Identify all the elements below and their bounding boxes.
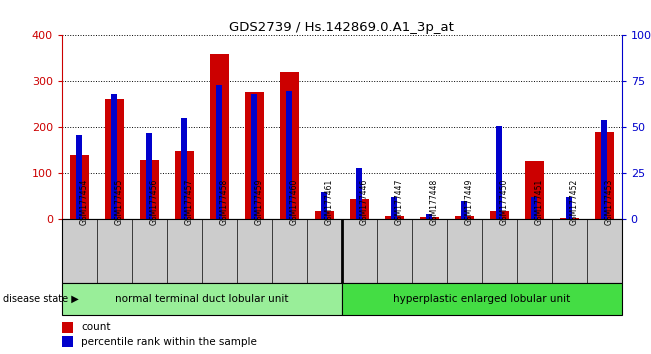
Text: GSM177457: GSM177457 [184,178,193,224]
Bar [251,94,257,219]
Text: hyperplastic enlarged lobular unit: hyperplastic enlarged lobular unit [393,294,570,304]
Text: GSM177452: GSM177452 [569,178,578,224]
Bar [531,198,537,219]
Bar [140,160,159,219]
Bar [216,85,223,219]
Bar [525,161,544,219]
Bar [111,94,117,219]
Text: normal terminal duct lobular unit: normal terminal duct lobular unit [115,294,288,304]
Text: GSM177456: GSM177456 [149,178,158,224]
Title: GDS2739 / Hs.142869.0.A1_3p_at: GDS2739 / Hs.142869.0.A1_3p_at [229,21,454,34]
Bar [174,152,194,219]
Text: percentile rank within the sample: percentile rank within the sample [81,337,257,347]
Text: GSM177460: GSM177460 [289,178,298,224]
Text: GSM177459: GSM177459 [255,178,263,224]
Text: GSM177458: GSM177458 [219,178,229,224]
Bar [62,283,342,315]
Bar [280,72,299,219]
Bar [62,322,73,333]
Text: GSM177448: GSM177448 [429,178,438,224]
Text: GSM177454: GSM177454 [79,178,89,224]
Bar [601,120,607,219]
Bar [245,92,264,219]
Text: GSM177453: GSM177453 [604,178,613,224]
Bar [105,99,124,219]
Bar [560,218,579,219]
Bar [321,192,327,219]
Bar [356,168,363,219]
Text: GSM177449: GSM177449 [464,178,473,224]
Bar [391,198,397,219]
Bar [496,126,503,219]
Bar [210,54,229,219]
Bar [62,336,73,347]
Text: GSM177461: GSM177461 [324,178,333,224]
Text: count: count [81,322,111,332]
Bar [385,216,404,219]
Bar [426,214,432,219]
Bar [181,118,187,219]
Text: GSM177451: GSM177451 [534,178,543,224]
Bar [420,217,439,219]
Text: disease state ▶: disease state ▶ [3,294,79,304]
Bar [490,211,509,219]
Text: GSM177446: GSM177446 [359,178,368,224]
Bar [342,283,622,315]
Bar [314,211,334,219]
Bar [566,198,572,219]
Bar [286,91,292,219]
Bar [461,201,467,219]
Text: GSM177450: GSM177450 [499,178,508,224]
Bar [76,135,83,219]
Bar [350,199,369,219]
Bar [594,132,614,219]
Text: GSM177447: GSM177447 [395,178,403,224]
Bar [146,133,152,219]
Bar [70,155,89,219]
Bar [454,216,474,219]
Text: GSM177455: GSM177455 [115,178,123,224]
